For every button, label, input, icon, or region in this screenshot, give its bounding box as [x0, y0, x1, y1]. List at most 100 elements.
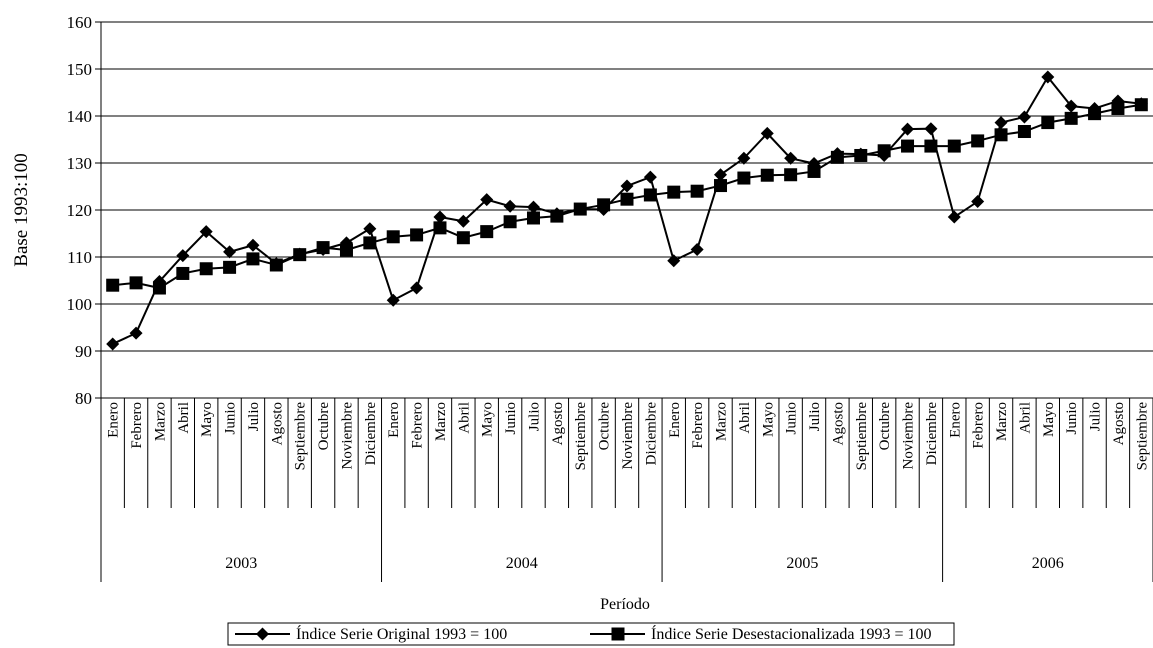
data-point [339, 243, 353, 257]
data-point [643, 188, 657, 202]
data-point [526, 211, 540, 225]
data-point [597, 198, 611, 212]
x-tick-label-month: Julio [807, 402, 823, 431]
legend-item-original: Índice Serie Original 1993 = 100 [235, 624, 507, 643]
data-point [1017, 110, 1031, 124]
data-point [947, 210, 961, 224]
data-point [877, 144, 891, 158]
data-point [106, 278, 120, 292]
x-tick-label-month: Julio [526, 402, 542, 431]
x-tick-label-month: Agosto [830, 402, 846, 445]
data-point [1017, 125, 1031, 139]
x-tick-label-month: Septiembre [573, 402, 589, 471]
data-point [269, 258, 283, 272]
x-tick-label-month: Agosto [1111, 402, 1127, 445]
data-point [830, 150, 844, 164]
data-point [176, 266, 190, 280]
data-point [246, 252, 260, 266]
y-tick-label: 120 [67, 201, 93, 220]
data-point [456, 231, 470, 245]
data-point [901, 139, 915, 153]
data-point [386, 230, 400, 244]
data-point [784, 168, 798, 182]
x-axis-categories: Enero Febrero Marzo Abril Mayo Junio Julio Agos… [100, 398, 1153, 582]
x-tick-label-month: Enero [386, 402, 402, 438]
x-tick-label-month: Octubre [877, 402, 893, 451]
data-point [410, 281, 424, 295]
x-tick-label-month: Abril [1017, 402, 1033, 434]
x-tick-label-month: Febrero [129, 402, 145, 449]
data-point [129, 276, 143, 290]
data-point [994, 116, 1008, 130]
data-point [363, 236, 377, 250]
data-point [760, 126, 774, 140]
x-tick-label-month: Junio [503, 402, 519, 435]
y-tick-label: 140 [67, 107, 93, 126]
x-tick-label-month: Noviembre [620, 402, 636, 470]
x-tick-label-month: Septiembre [854, 402, 870, 471]
legend-label-desestacionalizada: Índice Serie Desestacionalizada 1993 = 1… [651, 624, 931, 643]
x-tick-label-month: Septiembre [293, 402, 309, 471]
data-point [737, 171, 751, 185]
x-tick-label-month: Julio [246, 402, 262, 431]
data-point [807, 164, 821, 178]
data-point [1111, 101, 1125, 115]
data-point [760, 168, 774, 182]
data-point [293, 248, 307, 262]
legend-label-original: Índice Serie Original 1993 = 100 [296, 624, 507, 643]
data-point [690, 184, 704, 198]
data-point [199, 262, 213, 276]
x-tick-label-month: Junio [223, 402, 239, 435]
x-tick-label-month: Octubre [597, 402, 613, 451]
x-tick-label-month: Enero [106, 402, 122, 438]
data-point [410, 228, 424, 242]
data-point [573, 202, 587, 216]
data-point [433, 210, 447, 224]
series-desestacionalizada [106, 98, 1148, 295]
y-tick-label: 80 [75, 389, 92, 408]
legend-item-desestacionalizada: Índice Serie Desestacionalizada 1993 = 1… [590, 624, 931, 643]
x-tick-label-month: Mayo [760, 402, 776, 437]
data-point [526, 200, 540, 214]
x-tick-label-month: Noviembre [901, 402, 917, 470]
data-point [106, 337, 120, 351]
year-label: 2004 [506, 555, 538, 572]
x-tick-label-month: Marzo [433, 402, 449, 441]
x-tick-label-month: Julio [1088, 402, 1104, 431]
x-tick-label-month: Diciembre [643, 402, 659, 466]
x-tick-label-month: Agosto [269, 402, 285, 445]
y-tick-label: 130 [67, 154, 93, 173]
x-tick-label-month: Septiembre [1134, 402, 1150, 471]
data-point [971, 195, 985, 209]
x-tick-label-month: Diciembre [363, 402, 379, 466]
data-point [971, 134, 985, 148]
gridlines [101, 21, 1153, 399]
x-tick-label-month: Enero [667, 402, 683, 438]
legend: Índice Serie Original 1993 = 100 Índice … [227, 622, 955, 646]
data-point [690, 242, 704, 256]
y-tick-label: 110 [67, 248, 92, 267]
x-tick-label-month: Junio [1064, 402, 1080, 435]
data-point [1041, 70, 1055, 84]
x-tick-label-month: Mayo [1041, 402, 1057, 437]
x-tick-label-month: Noviembre [339, 402, 355, 470]
series-group [106, 70, 1148, 351]
y-axis-label: Base 1993:100 [11, 153, 32, 266]
x-tick-label-month: Mayo [480, 402, 496, 437]
data-point [1064, 111, 1078, 125]
year-label: 2006 [1032, 555, 1064, 572]
data-point [714, 179, 728, 193]
x-axis-label: Período [600, 596, 650, 613]
data-point [246, 238, 260, 252]
data-point [550, 209, 564, 223]
data-point [480, 193, 494, 207]
data-point [947, 139, 961, 153]
y-axis-ticks: 80 90 100 110 120 130 140 150 160 [67, 13, 101, 408]
data-point [784, 151, 798, 165]
data-point [199, 225, 213, 239]
x-tick-label-month: Abril [456, 402, 472, 434]
year-label: 2005 [786, 555, 818, 572]
x-tick-label-month: Abril [176, 402, 192, 434]
data-point [503, 215, 517, 229]
data-point [1064, 99, 1078, 113]
